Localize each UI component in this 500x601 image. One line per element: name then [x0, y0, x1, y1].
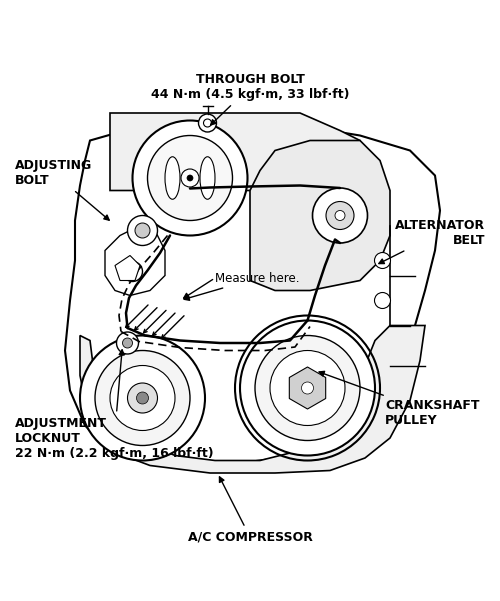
- Polygon shape: [65, 115, 440, 466]
- Circle shape: [255, 335, 360, 441]
- Text: ADJUSTMENT
LOCKNUT
22 N·m (2.2 kgf·m, 16 lbf·ft): ADJUSTMENT LOCKNUT 22 N·m (2.2 kgf·m, 16…: [15, 350, 214, 460]
- Text: CRANKSHAFT
PULLEY: CRANKSHAFT PULLEY: [319, 371, 480, 427]
- Circle shape: [132, 120, 248, 236]
- Circle shape: [110, 365, 175, 430]
- Text: ADJUSTING
BOLT: ADJUSTING BOLT: [15, 159, 109, 220]
- Circle shape: [148, 135, 232, 221]
- Circle shape: [198, 114, 216, 132]
- Circle shape: [270, 350, 345, 426]
- Text: THROUGH BOLT
44 N·m (4.5 kgf·m, 33 lbf·ft): THROUGH BOLT 44 N·m (4.5 kgf·m, 33 lbf·f…: [151, 73, 349, 125]
- Circle shape: [128, 267, 137, 276]
- Polygon shape: [115, 255, 140, 281]
- Text: Measure here.: Measure here.: [184, 272, 300, 300]
- Polygon shape: [250, 141, 390, 290]
- Polygon shape: [110, 113, 360, 191]
- Circle shape: [187, 175, 193, 181]
- Circle shape: [302, 382, 314, 394]
- Circle shape: [122, 338, 132, 348]
- Circle shape: [374, 293, 390, 308]
- Text: A/C COMPRESSOR: A/C COMPRESSOR: [188, 477, 312, 543]
- Circle shape: [204, 119, 212, 127]
- Circle shape: [326, 201, 354, 230]
- Circle shape: [374, 252, 390, 269]
- Circle shape: [80, 335, 205, 460]
- Circle shape: [116, 332, 138, 354]
- Circle shape: [128, 216, 158, 245]
- Polygon shape: [80, 326, 425, 473]
- Circle shape: [95, 350, 190, 445]
- Circle shape: [335, 210, 345, 221]
- Circle shape: [122, 261, 142, 281]
- Circle shape: [240, 320, 375, 456]
- Polygon shape: [290, 367, 326, 409]
- Ellipse shape: [165, 157, 180, 200]
- Circle shape: [135, 223, 150, 238]
- Circle shape: [128, 383, 158, 413]
- Ellipse shape: [200, 157, 215, 200]
- Circle shape: [136, 392, 148, 404]
- Text: ALTERNATOR
BELT: ALTERNATOR BELT: [379, 219, 485, 264]
- Circle shape: [312, 188, 368, 243]
- Polygon shape: [105, 225, 165, 296]
- Circle shape: [181, 169, 199, 187]
